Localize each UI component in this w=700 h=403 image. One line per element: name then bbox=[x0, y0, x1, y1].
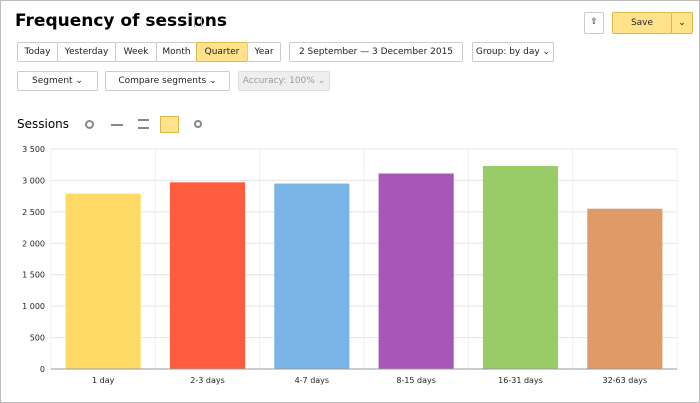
area-icon[interactable] bbox=[138, 119, 149, 129]
bar bbox=[587, 208, 663, 369]
y-tick-label: 500 bbox=[30, 334, 45, 343]
map-icon[interactable] bbox=[194, 120, 202, 128]
section-title: Sessions bbox=[17, 117, 70, 131]
x-tick-label: 8-15 days bbox=[396, 376, 436, 385]
date-text: 2 September — 3 December 2015 bbox=[298, 47, 454, 57]
line-icon[interactable] bbox=[111, 124, 123, 126]
period-button[interactable]: Year bbox=[247, 42, 281, 62]
bookmark-icon[interactable] bbox=[194, 16, 202, 27]
bar bbox=[169, 182, 246, 369]
accuracy-text: Accuracy: 100% bbox=[242, 76, 315, 86]
bar bbox=[482, 165, 559, 369]
y-tick-label: 3 500 bbox=[22, 145, 45, 154]
group-select[interactable]: Group: by day ⌄ bbox=[472, 42, 554, 62]
accuracy-button: Accuracy: 100% ⌄ bbox=[238, 71, 330, 91]
segment-text: Segment bbox=[32, 76, 73, 86]
y-tick-label: 3 000 bbox=[22, 176, 45, 185]
pie-icon[interactable] bbox=[85, 120, 94, 129]
segment-button[interactable]: Segment ⌄ bbox=[17, 71, 98, 91]
x-tick-label: 16-31 days bbox=[498, 376, 543, 385]
date-range[interactable]: 2 September — 3 December 2015 bbox=[289, 42, 463, 62]
y-tick-label: 0 bbox=[40, 365, 45, 374]
compare-text: Compare segments bbox=[118, 76, 207, 86]
bar bbox=[65, 193, 141, 369]
x-tick-label: 32-63 days bbox=[602, 376, 647, 385]
export-button[interactable]: ⇪ bbox=[584, 12, 604, 34]
compare-button[interactable]: Compare segments ⌄ bbox=[105, 71, 230, 91]
bar bbox=[274, 183, 350, 369]
y-tick-label: 2 500 bbox=[22, 208, 45, 217]
save-button[interactable]: Save bbox=[612, 12, 672, 34]
x-tick-label: 4-7 days bbox=[295, 376, 330, 385]
x-tick-label: 1 day bbox=[92, 376, 115, 385]
bar-icon[interactable] bbox=[160, 116, 179, 133]
x-tick-label: 2-3 days bbox=[190, 376, 225, 385]
save-menu[interactable]: ⌄ bbox=[671, 12, 693, 34]
y-tick-label: 1 000 bbox=[22, 302, 45, 311]
y-tick-label: 2 000 bbox=[22, 239, 45, 248]
page-title: Frequency of sessions bbox=[15, 11, 228, 31]
y-tick-label: 1 500 bbox=[22, 271, 45, 280]
group-text: Group: by day bbox=[475, 47, 540, 57]
bar bbox=[378, 173, 454, 369]
